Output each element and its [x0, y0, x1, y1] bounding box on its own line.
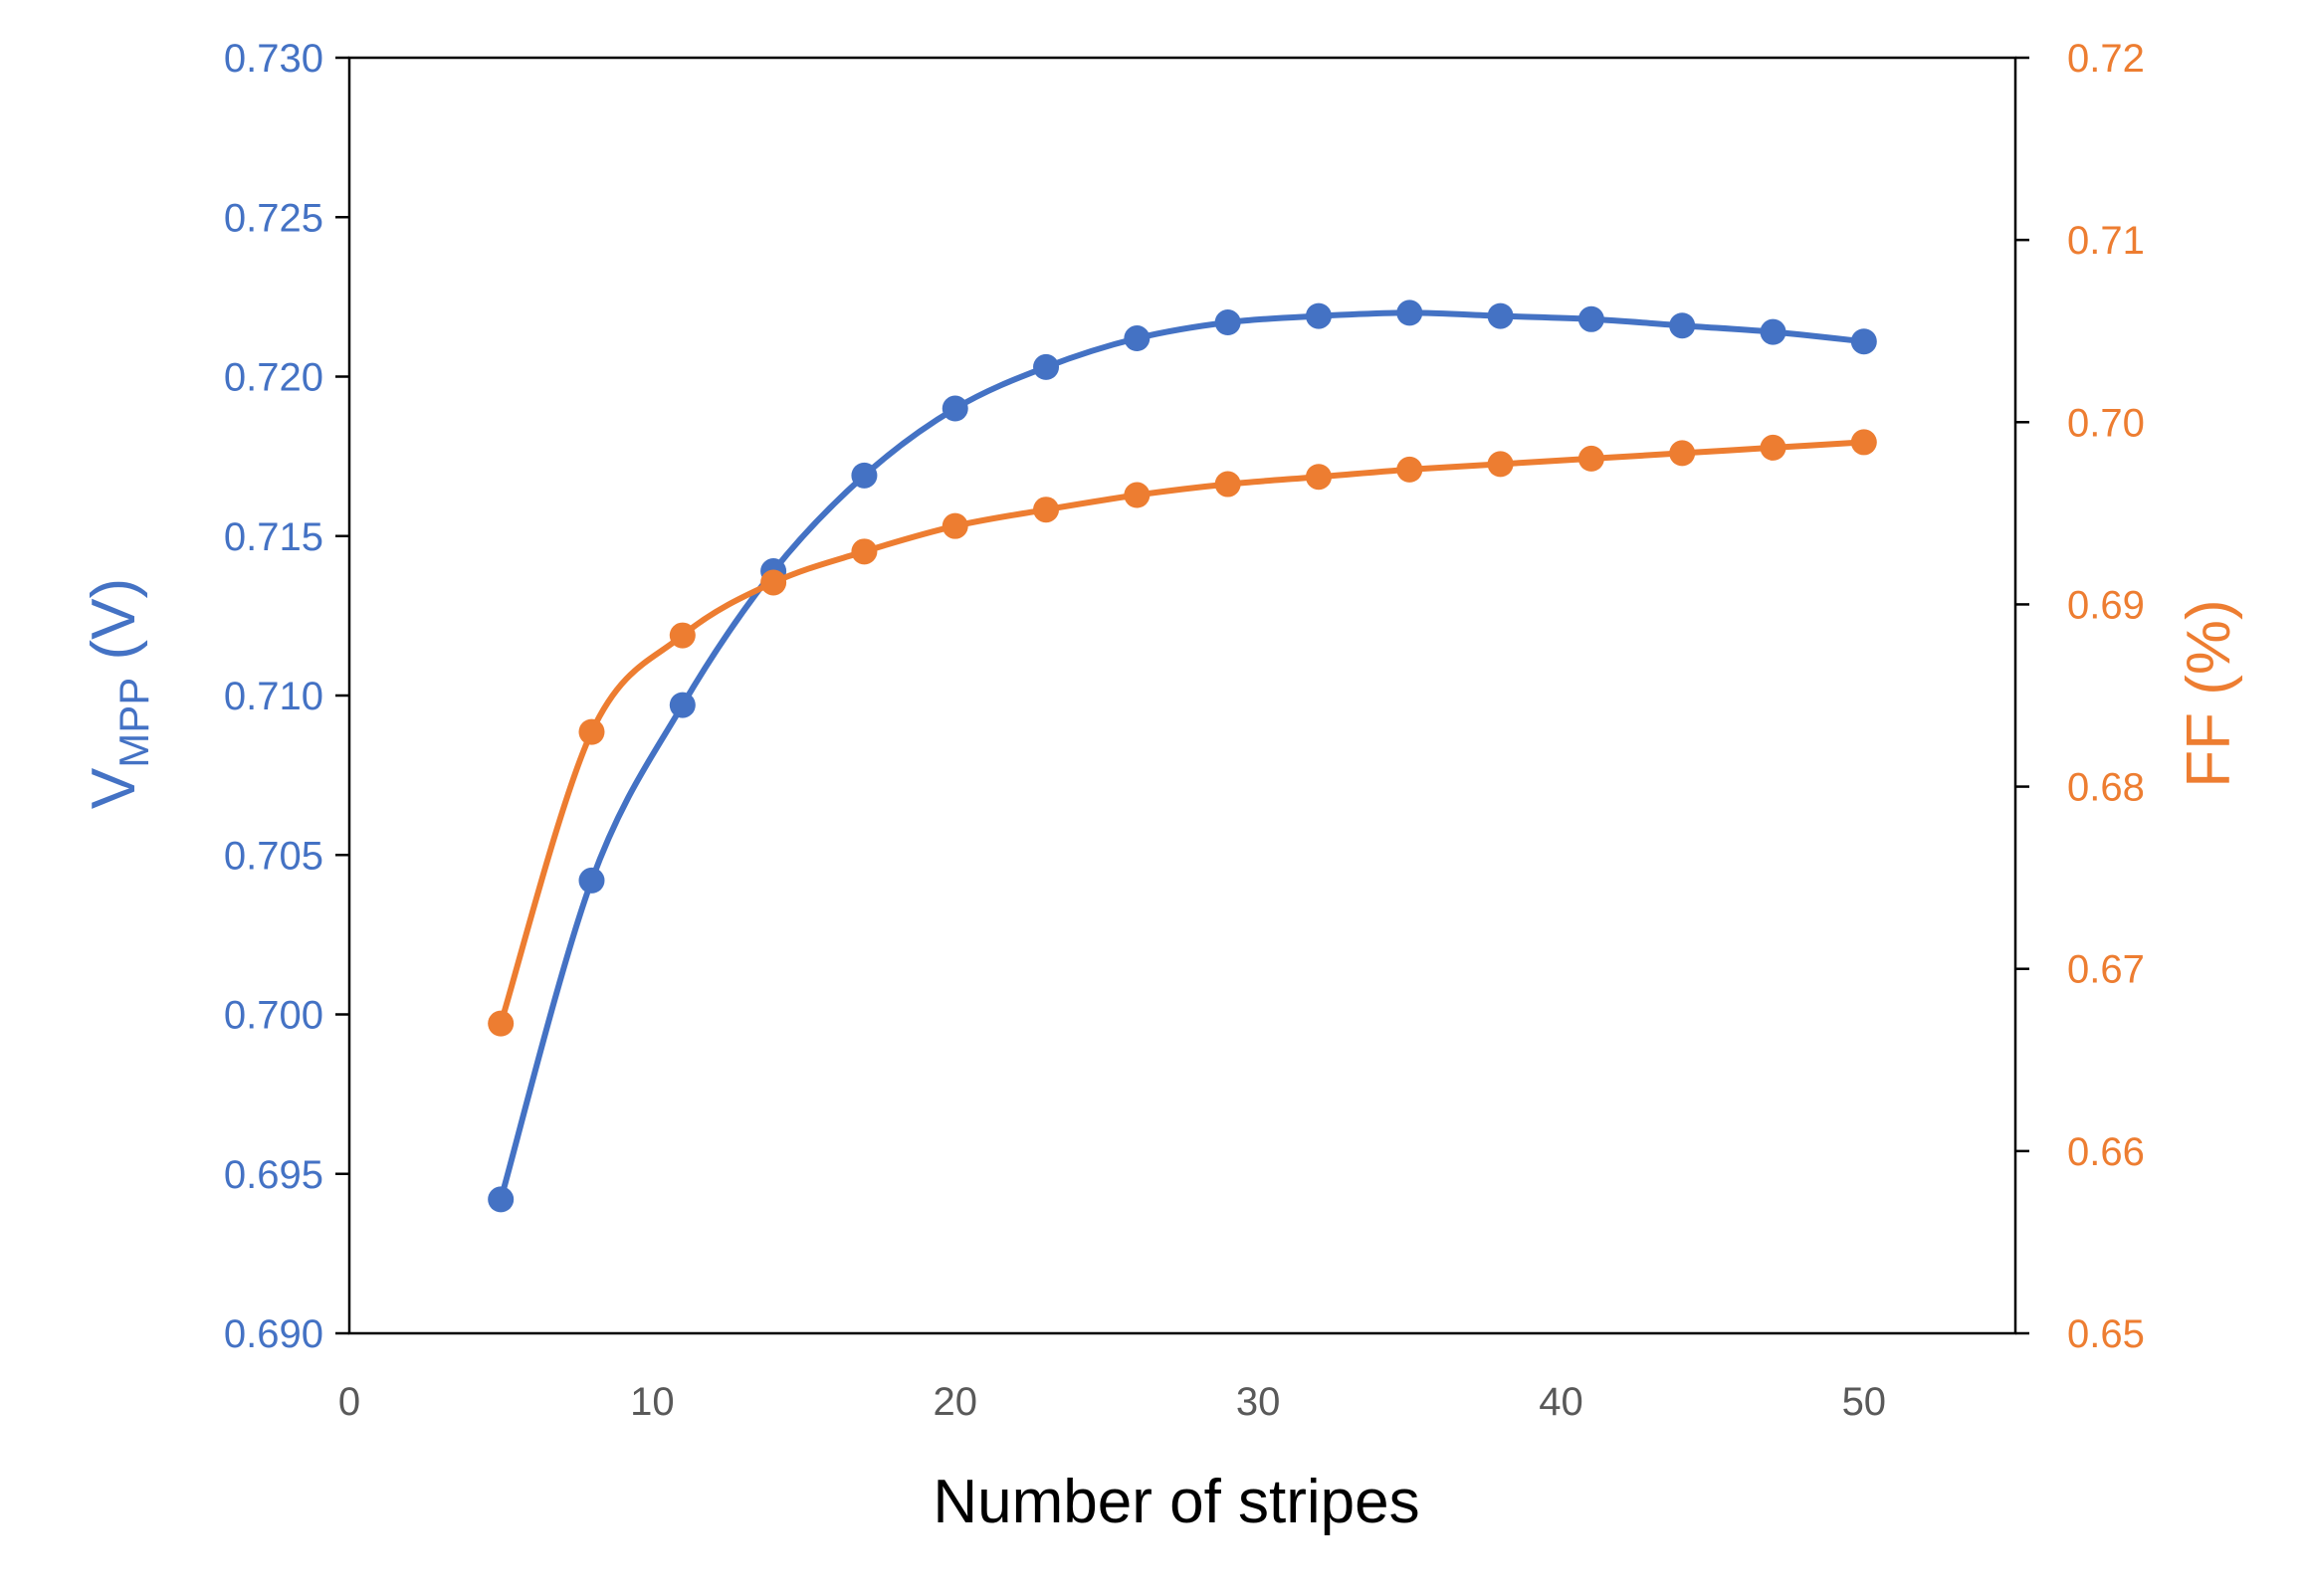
y-axis-label-left-unit: (V)	[80, 578, 148, 678]
y-left-tick-label: 0.690	[224, 1312, 323, 1356]
data-point-left	[1214, 309, 1241, 336]
data-point-right	[578, 718, 605, 745]
data-point-right	[1033, 497, 1060, 523]
data-point-right	[1850, 429, 1877, 456]
data-point-left	[488, 1186, 515, 1213]
data-point-left	[1850, 328, 1877, 355]
series-left	[488, 299, 1877, 1213]
y-axis-label-left: VMPP (V)	[80, 578, 157, 809]
y-left-tick-label: 0.725	[224, 196, 323, 240]
x-tick-label: 50	[1842, 1380, 1887, 1424]
y-right-tick-label: 0.70	[2067, 401, 2145, 445]
y-right-tick-label: 0.66	[2067, 1130, 2145, 1174]
x-tick-label: 20	[933, 1380, 977, 1424]
y-right-tick-label: 0.65	[2067, 1312, 2145, 1356]
data-point-left	[1033, 353, 1060, 380]
data-point-left	[1760, 318, 1786, 345]
y-axis-label-left-subscript: MPP	[110, 678, 157, 768]
data-point-right	[488, 1010, 515, 1037]
x-tick-label: 0	[338, 1380, 360, 1424]
y-left-tick-label: 0.695	[224, 1153, 323, 1197]
series-layer	[488, 299, 1877, 1213]
data-point-left	[1396, 299, 1423, 326]
data-point-left	[851, 462, 878, 489]
left-axis-ticks: 0.690 0.695 0.700 0.705 0.710 0.715 0.720 0.725…	[224, 37, 349, 1356]
data-point-left	[669, 692, 696, 718]
right-axis-ticks: 0.65 0.66 0.67 0.68 0.69 0.70 0.71 0.72	[2015, 37, 2145, 1356]
data-point-right	[1760, 434, 1786, 461]
data-point-right	[1487, 451, 1514, 478]
y-right-tick-label: 0.72	[2067, 37, 2145, 81]
y-left-tick-label: 0.700	[224, 994, 323, 1038]
data-point-right	[1305, 464, 1332, 491]
x-tick-label: 10	[630, 1380, 675, 1424]
data-point-left	[1577, 305, 1604, 332]
y-left-tick-label: 0.705	[224, 834, 323, 878]
data-point-right	[1669, 440, 1696, 467]
y-right-tick-label: 0.69	[2067, 583, 2145, 627]
y-left-tick-label: 0.720	[224, 356, 323, 400]
y-right-tick-label: 0.71	[2067, 219, 2145, 263]
series-line-right	[498, 439, 1864, 1025]
series-right	[488, 429, 1877, 1037]
y-axis-label-right: FF (%)	[2175, 599, 2243, 787]
data-point-right	[669, 622, 696, 649]
data-point-right	[1124, 482, 1151, 508]
data-point-left	[1305, 302, 1332, 329]
y-axis-label-left-main: V	[80, 767, 148, 809]
x-tick-label: 40	[1539, 1380, 1583, 1424]
data-point-left	[1487, 302, 1514, 329]
x-axis-ticks: 0 10 20 30 40 50	[338, 1380, 1886, 1424]
x-axis-label: Number of stripes	[933, 1468, 1419, 1536]
data-point-right	[1577, 445, 1604, 472]
y-right-tick-label: 0.68	[2067, 766, 2145, 810]
data-point-left	[1124, 325, 1151, 352]
data-point-right	[851, 538, 878, 565]
y-left-tick-label: 0.730	[224, 37, 323, 81]
x-tick-label: 30	[1236, 1380, 1281, 1424]
data-point-right	[1214, 471, 1241, 498]
data-point-left	[578, 867, 605, 894]
y-right-tick-label: 0.67	[2067, 948, 2145, 992]
data-point-right	[942, 512, 968, 539]
data-point-left	[942, 395, 968, 422]
plot-frame	[347, 56, 2017, 1335]
data-point-left	[1669, 312, 1696, 339]
data-point-right	[1396, 456, 1423, 483]
y-left-tick-label: 0.710	[224, 675, 323, 718]
data-point-right	[760, 569, 787, 596]
y-left-tick-label: 0.715	[224, 515, 323, 559]
series-line-left	[498, 309, 1865, 1201]
